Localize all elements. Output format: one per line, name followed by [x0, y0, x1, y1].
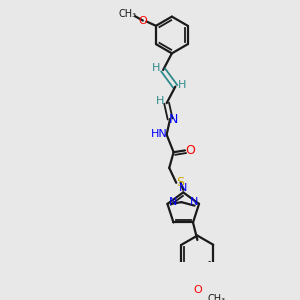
Text: N: N — [179, 183, 188, 193]
Text: N: N — [169, 113, 178, 126]
Text: H: H — [155, 96, 164, 106]
Text: H: H — [152, 63, 160, 73]
Text: HN: HN — [151, 129, 168, 139]
Text: N: N — [190, 197, 198, 207]
Text: O: O — [193, 285, 202, 295]
Text: H: H — [178, 80, 187, 90]
Text: CH₃: CH₃ — [208, 294, 226, 300]
Text: O: O — [139, 16, 147, 26]
Text: S: S — [177, 176, 184, 189]
Text: O: O — [185, 144, 195, 157]
Text: N: N — [169, 197, 177, 207]
Text: CH₃: CH₃ — [119, 9, 137, 19]
